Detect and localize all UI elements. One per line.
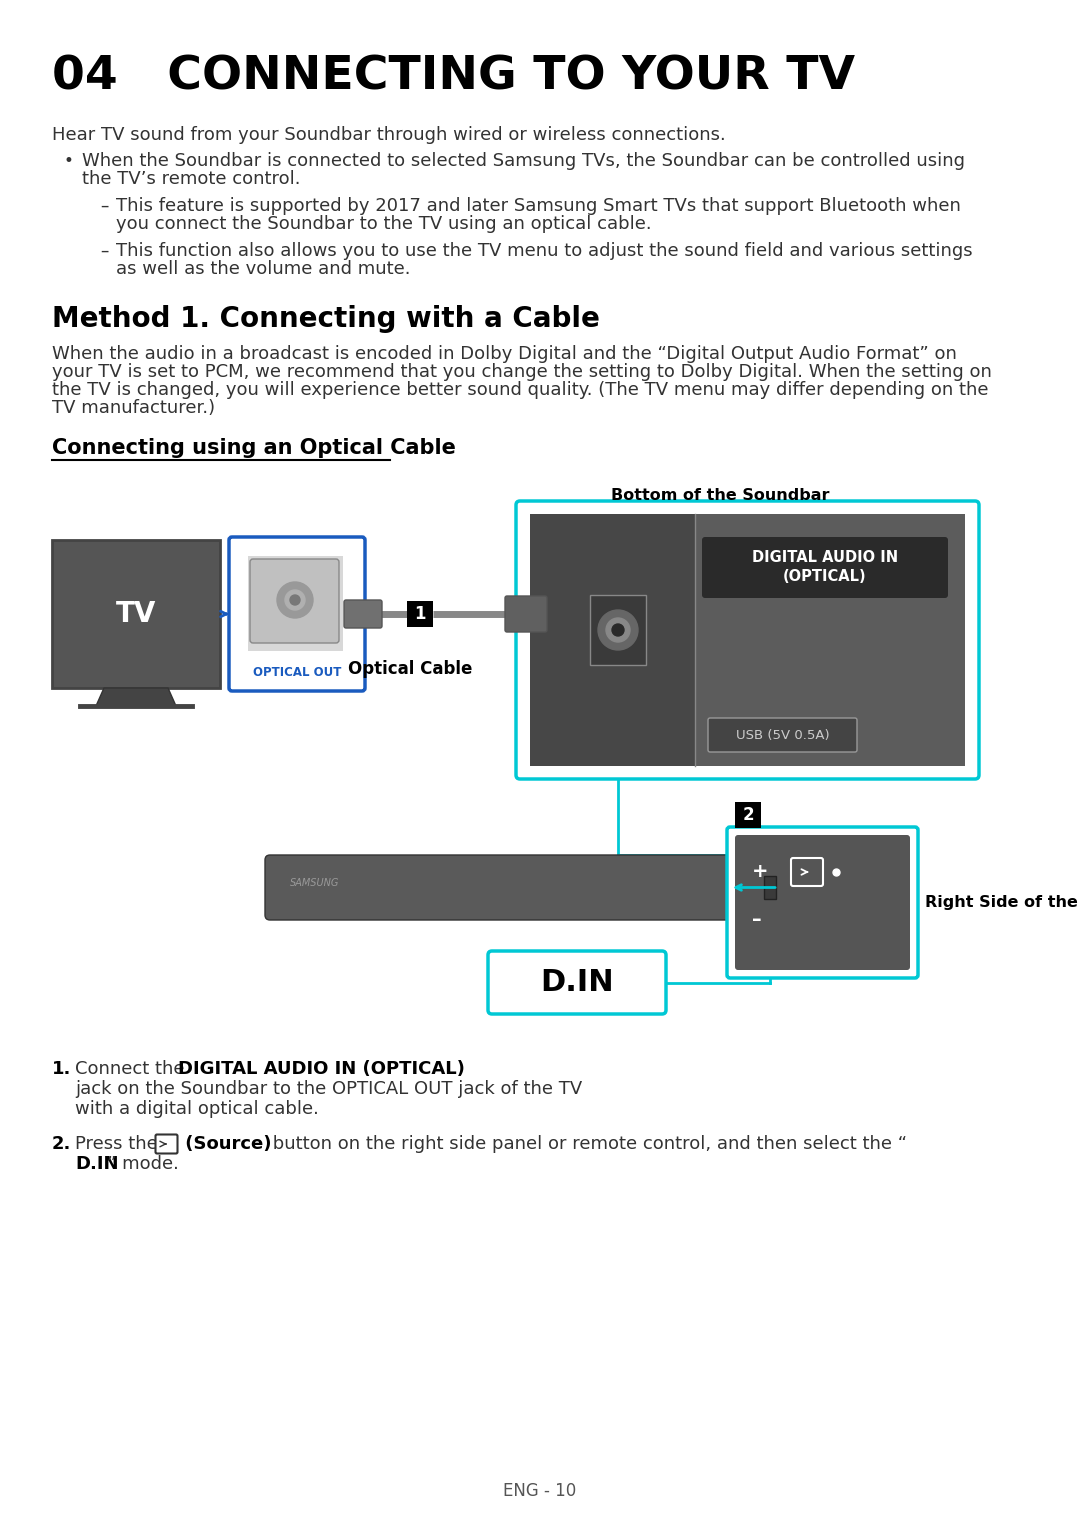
Text: Bottom of the Soundbar: Bottom of the Soundbar: [611, 489, 829, 502]
Bar: [407, 601, 433, 627]
Bar: [764, 876, 777, 899]
Text: your TV is set to PCM, we recommend that you change the setting to Dolby Digital: your TV is set to PCM, we recommend that…: [52, 363, 991, 381]
FancyBboxPatch shape: [727, 827, 918, 977]
Text: This function also allows you to use the TV menu to adjust the sound field and v: This function also allows you to use the…: [116, 242, 973, 260]
Text: •: •: [64, 152, 73, 170]
FancyBboxPatch shape: [791, 858, 823, 885]
Text: the TV’s remote control.: the TV’s remote control.: [82, 170, 300, 188]
FancyBboxPatch shape: [229, 538, 365, 691]
Circle shape: [612, 624, 624, 636]
Text: DIGITAL AUDIO IN (OPTICAL): DIGITAL AUDIO IN (OPTICAL): [178, 1060, 464, 1079]
Text: button on the right side panel or remote control, and then select the “: button on the right side panel or remote…: [267, 1135, 907, 1154]
Circle shape: [285, 590, 305, 610]
Text: 2: 2: [742, 806, 754, 824]
Text: 1.: 1.: [52, 1060, 71, 1079]
Text: TV: TV: [116, 601, 157, 628]
Text: OPTICAL OUT: OPTICAL OUT: [253, 666, 341, 680]
Text: 2.: 2.: [52, 1135, 71, 1154]
Text: (Source): (Source): [179, 1135, 271, 1154]
Text: DIGITAL AUDIO IN
(OPTICAL): DIGITAL AUDIO IN (OPTICAL): [752, 550, 899, 584]
Text: –: –: [752, 910, 761, 928]
Text: D.IN: D.IN: [75, 1155, 119, 1174]
Circle shape: [606, 617, 630, 642]
Text: +: +: [752, 863, 769, 881]
FancyBboxPatch shape: [488, 951, 666, 1014]
Bar: [530, 515, 696, 766]
FancyBboxPatch shape: [702, 538, 948, 597]
Text: 1: 1: [415, 605, 426, 624]
Polygon shape: [96, 688, 176, 706]
FancyBboxPatch shape: [516, 501, 978, 778]
Text: Hear TV sound from your Soundbar through wired or wireless connections.: Hear TV sound from your Soundbar through…: [52, 126, 726, 144]
Bar: [530, 515, 966, 766]
Text: USB (5V 0.5A): USB (5V 0.5A): [737, 729, 829, 741]
Text: with a digital optical cable.: with a digital optical cable.: [75, 1100, 319, 1118]
Bar: [590, 594, 646, 665]
Text: jack on the Soundbar to the OPTICAL OUT jack of the TV: jack on the Soundbar to the OPTICAL OUT …: [75, 1080, 582, 1098]
FancyBboxPatch shape: [265, 855, 785, 921]
Text: TV manufacturer.): TV manufacturer.): [52, 398, 215, 417]
Text: Press the: Press the: [75, 1135, 163, 1154]
Text: SAMSUNG: SAMSUNG: [291, 878, 339, 889]
Bar: [248, 556, 343, 651]
FancyBboxPatch shape: [505, 596, 546, 633]
Text: When the audio in a broadcast is encoded in Dolby Digital and the “Digital Outpu: When the audio in a broadcast is encoded…: [52, 345, 957, 363]
Text: the TV is changed, you will experience better sound quality. (The TV menu may di: the TV is changed, you will experience b…: [52, 381, 988, 398]
FancyBboxPatch shape: [249, 559, 339, 643]
Text: Connect the: Connect the: [75, 1060, 190, 1079]
Circle shape: [598, 610, 638, 650]
Text: –: –: [100, 242, 108, 260]
Text: –: –: [100, 198, 108, 214]
FancyBboxPatch shape: [735, 835, 910, 970]
FancyBboxPatch shape: [708, 719, 858, 752]
Text: This feature is supported by 2017 and later Samsung Smart TVs that support Bluet: This feature is supported by 2017 and la…: [116, 198, 961, 214]
Text: ENG - 10: ENG - 10: [503, 1481, 577, 1500]
Text: Connecting using an Optical Cable: Connecting using an Optical Cable: [52, 438, 456, 458]
Text: Optical Cable: Optical Cable: [348, 660, 472, 679]
FancyBboxPatch shape: [345, 601, 382, 628]
Text: Right Side of the Soundbar: Right Side of the Soundbar: [924, 895, 1080, 910]
FancyBboxPatch shape: [156, 1135, 177, 1154]
Circle shape: [291, 594, 300, 605]
Text: 04   CONNECTING TO YOUR TV: 04 CONNECTING TO YOUR TV: [52, 55, 855, 100]
Text: D.IN: D.IN: [540, 968, 613, 997]
Bar: [52, 539, 220, 688]
Circle shape: [276, 582, 313, 617]
Text: When the Soundbar is connected to selected Samsung TVs, the Soundbar can be cont: When the Soundbar is connected to select…: [82, 152, 966, 170]
Text: ” mode.: ” mode.: [107, 1155, 179, 1174]
Text: Method 1. Connecting with a Cable: Method 1. Connecting with a Cable: [52, 305, 599, 332]
Text: you connect the Soundbar to the TV using an optical cable.: you connect the Soundbar to the TV using…: [116, 214, 651, 233]
Bar: [735, 801, 761, 827]
Text: as well as the volume and mute.: as well as the volume and mute.: [116, 260, 410, 277]
